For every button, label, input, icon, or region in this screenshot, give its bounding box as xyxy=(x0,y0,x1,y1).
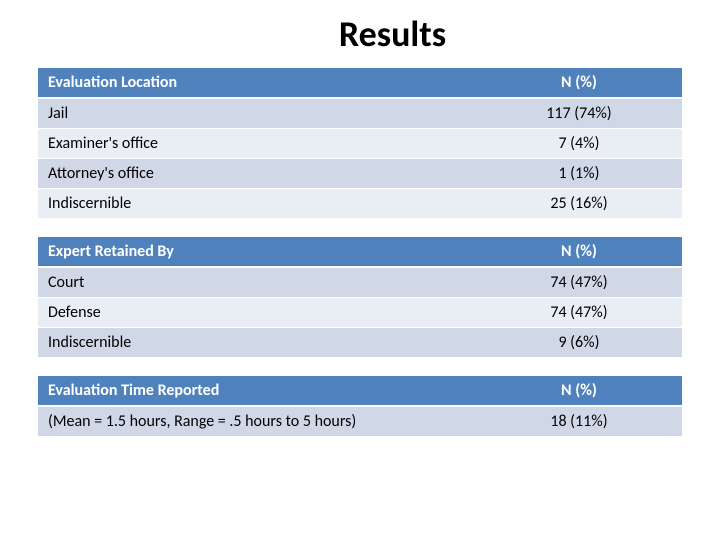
cell-left: Jail xyxy=(38,98,476,129)
header-right: N (%) xyxy=(476,68,682,98)
page-title: Results xyxy=(0,0,720,68)
header-left: Evaluation Location xyxy=(38,68,476,98)
cell-left: Indiscernible xyxy=(38,328,476,358)
table-row: Indiscernible 25 (16%) xyxy=(38,189,682,219)
cell-right: 74 (47%) xyxy=(476,267,682,298)
table-header-row: Expert Retained By N (%) xyxy=(38,237,682,267)
table-row: Court 74 (47%) xyxy=(38,267,682,298)
cell-left: Attorney's office xyxy=(38,159,476,189)
cell-right: 9 (6%) xyxy=(476,328,682,358)
table-row: (Mean = 1.5 hours, Range = .5 hours to 5… xyxy=(38,406,682,437)
cell-right: 25 (16%) xyxy=(476,189,682,219)
tables-container: Evaluation Location N (%) Jail 117 (74%)… xyxy=(0,68,720,437)
table-expert-retained: Expert Retained By N (%) Court 74 (47%) … xyxy=(38,237,682,358)
header-left: Expert Retained By xyxy=(38,237,476,267)
cell-right: 18 (11%) xyxy=(476,406,682,437)
header-left: Evaluation Time Reported xyxy=(38,376,476,406)
cell-right: 117 (74%) xyxy=(476,98,682,129)
table-row: Examiner's office 7 (4%) xyxy=(38,129,682,159)
header-right: N (%) xyxy=(476,376,682,406)
cell-right: 74 (47%) xyxy=(476,298,682,328)
table-header-row: Evaluation Location N (%) xyxy=(38,68,682,98)
table-row: Jail 117 (74%) xyxy=(38,98,682,129)
cell-right: 7 (4%) xyxy=(476,129,682,159)
cell-right: 1 (1%) xyxy=(476,159,682,189)
table-row: Indiscernible 9 (6%) xyxy=(38,328,682,358)
table-evaluation-location: Evaluation Location N (%) Jail 117 (74%)… xyxy=(38,68,682,219)
header-right: N (%) xyxy=(476,237,682,267)
cell-left: Defense xyxy=(38,298,476,328)
cell-left: Examiner's office xyxy=(38,129,476,159)
table-row: Attorney's office 1 (1%) xyxy=(38,159,682,189)
cell-left: Indiscernible xyxy=(38,189,476,219)
table-evaluation-time: Evaluation Time Reported N (%) (Mean = 1… xyxy=(38,376,682,437)
cell-left: Court xyxy=(38,267,476,298)
table-header-row: Evaluation Time Reported N (%) xyxy=(38,376,682,406)
table-row: Defense 74 (47%) xyxy=(38,298,682,328)
cell-left: (Mean = 1.5 hours, Range = .5 hours to 5… xyxy=(38,406,476,437)
